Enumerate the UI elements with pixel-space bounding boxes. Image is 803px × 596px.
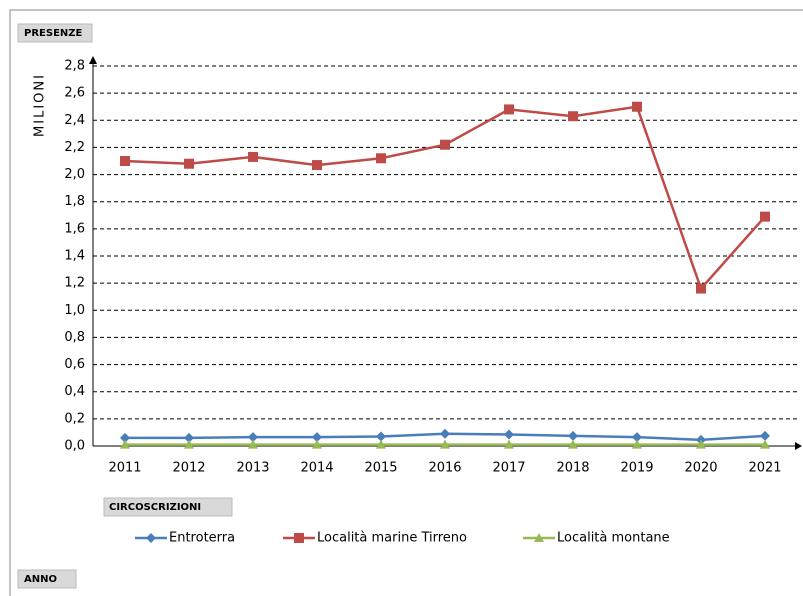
marker xyxy=(120,432,130,443)
pivot-label: CIRCOSCRIZIONI xyxy=(109,502,201,513)
x-tick-label: 2019 xyxy=(620,461,653,476)
y-tick-label: 1,8 xyxy=(64,194,85,209)
marker xyxy=(120,439,130,449)
marker xyxy=(440,428,450,439)
pivot-label: PRESENZE xyxy=(24,28,83,39)
y-tick-label: 1,0 xyxy=(64,303,85,318)
marker xyxy=(376,153,386,164)
marker xyxy=(760,439,770,449)
x-tick-label: 2012 xyxy=(172,461,205,476)
y-tick-label: 2,6 xyxy=(64,86,85,101)
y-tick-label: 2,4 xyxy=(64,113,85,128)
marker xyxy=(504,429,514,440)
marker xyxy=(504,104,514,115)
pivot-button[interactable] xyxy=(17,23,93,43)
marker xyxy=(696,283,706,294)
marker xyxy=(760,430,770,441)
x-tick-label: 2013 xyxy=(236,461,269,476)
marker xyxy=(146,533,156,543)
marker xyxy=(632,432,642,443)
marker xyxy=(376,439,386,449)
marker xyxy=(312,439,322,449)
pivot-label: ANNO xyxy=(24,574,57,585)
x-tick-label: 2018 xyxy=(556,461,589,476)
y-tick-label: 0,6 xyxy=(64,357,85,372)
x-tick-label: 2016 xyxy=(428,461,461,476)
y-tick-label: 2,8 xyxy=(64,59,85,74)
marker xyxy=(440,439,450,449)
marker xyxy=(312,160,322,171)
y-tick-label: 2,0 xyxy=(64,167,85,182)
pivot-button[interactable] xyxy=(103,497,233,517)
marker xyxy=(376,431,386,442)
marker xyxy=(440,139,450,150)
x-tick-label: 2015 xyxy=(364,461,397,476)
pivot-button[interactable] xyxy=(17,569,77,589)
y-tick-label: 0,0 xyxy=(64,439,85,454)
x-tick-label: 2014 xyxy=(300,461,333,476)
y-axis-arrow xyxy=(89,56,97,64)
marker xyxy=(248,432,258,443)
marker xyxy=(248,151,258,162)
x-tick-label: 2017 xyxy=(492,461,525,476)
marker xyxy=(248,439,258,449)
y-tick-label: 2,2 xyxy=(64,140,85,155)
x-tick-label: 2020 xyxy=(684,461,717,476)
marker xyxy=(568,439,578,449)
marker xyxy=(760,211,770,222)
marker xyxy=(504,439,514,449)
legend-label: Località marine Tirreno xyxy=(317,531,467,546)
y-tick-label: 1,2 xyxy=(64,276,85,291)
marker xyxy=(294,533,304,543)
marker xyxy=(568,111,578,122)
x-axis-arrow xyxy=(795,442,802,450)
marker xyxy=(184,158,194,169)
y-tick-label: 0,4 xyxy=(64,384,85,399)
y-tick-label: 0,2 xyxy=(64,411,85,426)
y-axis-label: MILIONI xyxy=(33,73,48,137)
marker xyxy=(632,439,642,449)
legend-label: Località montane xyxy=(557,531,670,546)
marker xyxy=(568,430,578,441)
marker xyxy=(534,533,544,542)
y-tick-label: 1,6 xyxy=(64,221,85,236)
marker xyxy=(184,439,194,449)
x-tick-label: 2011 xyxy=(108,461,141,476)
y-tick-label: 1,4 xyxy=(64,249,85,264)
legend-label: Entroterra xyxy=(169,531,235,546)
y-tick-label: 0,8 xyxy=(64,330,85,345)
x-tick-label: 2021 xyxy=(748,461,781,476)
marker xyxy=(184,432,194,443)
marker xyxy=(696,439,706,449)
marker xyxy=(632,101,642,112)
marker xyxy=(120,156,130,166)
marker xyxy=(312,432,322,443)
